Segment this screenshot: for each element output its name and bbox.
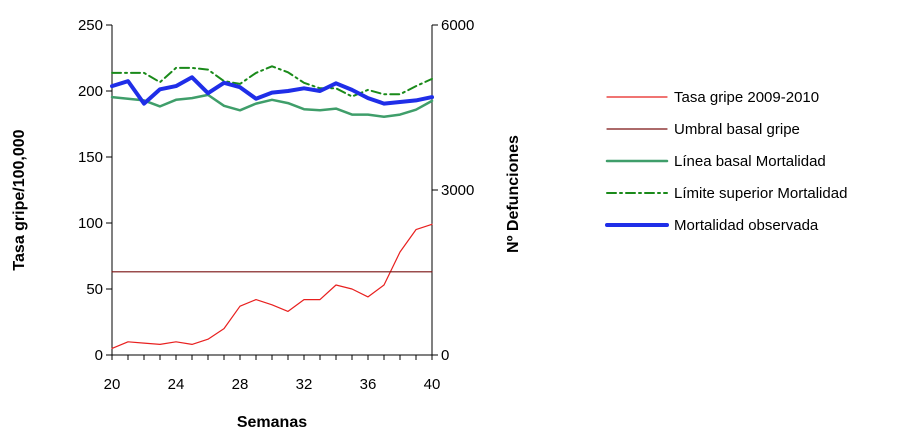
series-line-4 — [111, 65, 433, 98]
x-tick-label: 24 — [168, 376, 185, 393]
legend-label-3: Línea basal Mortalidad — [674, 153, 826, 170]
y-left-tick-label: 100 — [78, 215, 103, 232]
series-line-1 — [111, 223, 433, 349]
x-tick-label: 28 — [232, 376, 249, 393]
legend-label-4: Límite superior Mortalidad — [674, 185, 847, 202]
axes: 0 50 100 150 200 250 0 3000 6000 20 24 28 32 36 40 Sema… — [11, 17, 522, 431]
x-tick-label: 36 — [360, 376, 377, 393]
y-left-tick-label: 200 — [78, 83, 103, 100]
y-right-tick-label: 0 — [441, 347, 449, 364]
series-layer — [110, 65, 434, 349]
y-left-tick-label: 150 — [78, 149, 103, 166]
y-right-tick-label: 3000 — [441, 182, 474, 199]
y-left-tick-label: 250 — [78, 17, 103, 34]
series-line-3 — [110, 93, 434, 119]
series-line-5 — [110, 75, 434, 106]
x-axis-title: Semanas — [237, 414, 307, 428]
y-right-axis-title: Nº Defunciones — [505, 135, 522, 253]
y-left-axis-title: Tasa gripe/100,000 — [11, 129, 28, 270]
x-tick-label: 20 — [104, 376, 121, 393]
x-tick-label: 32 — [296, 376, 313, 393]
legend-label-5: Mortalidad observada — [674, 217, 819, 234]
y-left-tick-label: 0 — [95, 347, 103, 364]
legend-label-1: Tasa gripe 2009-2010 — [674, 89, 819, 106]
legend-label-2: Umbral basal gripe — [674, 121, 800, 138]
y-left-tick-label: 50 — [86, 281, 103, 298]
y-right-tick-label: 6000 — [441, 17, 474, 34]
x-tick-label: 40 — [424, 376, 441, 393]
legend: Tasa gripe 2009-2010 Umbral basal gripe Lí… — [605, 89, 847, 234]
